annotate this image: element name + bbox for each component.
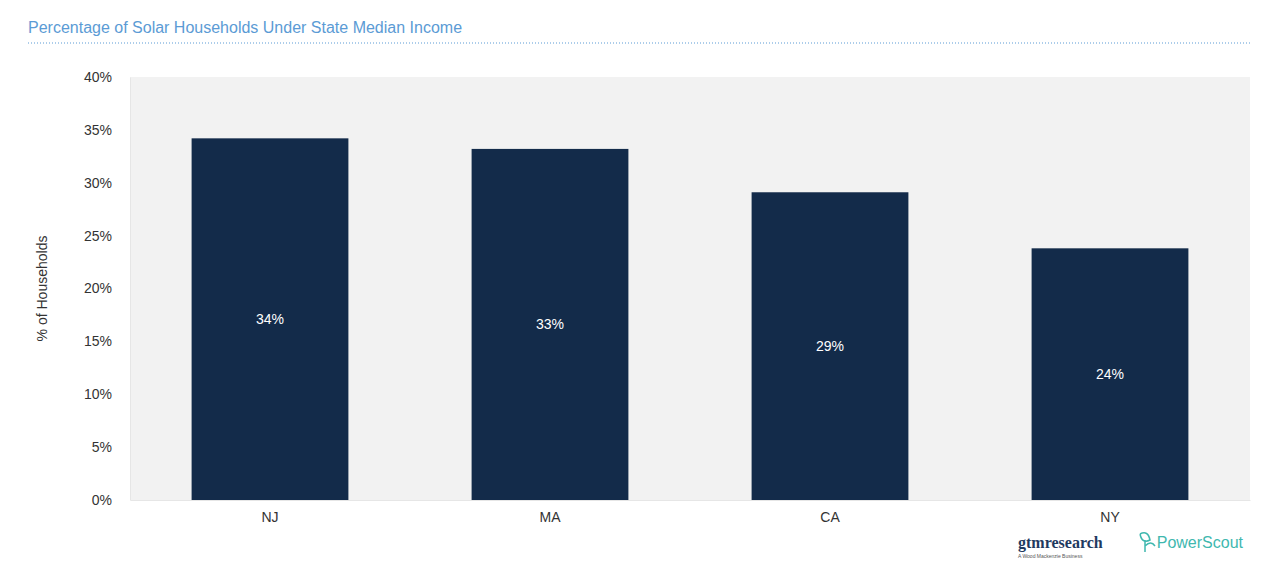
x-tick: NY <box>1100 500 1120 525</box>
x-tick: CA <box>820 500 840 525</box>
x-tick-label: MA <box>540 509 562 525</box>
data-label: 24% <box>1096 366 1124 382</box>
y-tick: 0% <box>92 492 130 508</box>
logo-text: gtmresearch <box>1018 534 1103 552</box>
data-label: 34% <box>256 311 284 327</box>
y-tick-label: 35% <box>84 122 112 138</box>
y-axis-line <box>130 78 131 501</box>
y-tick: 15% <box>84 333 130 349</box>
y-tick: 40% <box>84 69 130 85</box>
x-tick-label: CA <box>820 509 840 525</box>
data-label: 29% <box>816 338 844 354</box>
y-axis-title: % of Households <box>34 236 50 342</box>
y-tick: 35% <box>84 122 130 138</box>
y-tick: 30% <box>84 175 130 191</box>
y-axis: 0% 5% 10% 15% 20% 25% 30% 35% 40% <box>84 69 131 508</box>
data-labels: 34% 33% 29% 24% <box>256 311 1124 382</box>
x-tick: MA <box>540 500 562 525</box>
x-tick: NJ <box>261 500 278 525</box>
y-tick: 10% <box>84 386 130 402</box>
bar <box>472 149 629 500</box>
x-axis: NJ MA CA NY <box>131 500 1251 525</box>
plot-background <box>130 77 1250 500</box>
y-tick-label: 40% <box>84 69 112 85</box>
x-tick-label: NJ <box>261 509 278 525</box>
logo-text: A Wood Mackenzie Business <box>1018 553 1083 559</box>
x-axis-line <box>131 500 1251 501</box>
y-tick-label: 10% <box>84 386 112 402</box>
y-tick-label: 5% <box>92 439 112 455</box>
y-tick: 25% <box>84 228 130 244</box>
bars <box>192 138 1189 500</box>
title-rule <box>28 43 1252 44</box>
title: Percentage of Solar Households Under Sta… <box>28 19 462 36</box>
data-label: 33% <box>536 316 564 332</box>
bar <box>752 192 909 500</box>
bar <box>1032 248 1189 500</box>
chart: Percentage of Solar Households Under Sta… <box>0 0 1280 565</box>
y-tick-label: 30% <box>84 175 112 191</box>
logo-text: PowerScout <box>1157 534 1244 551</box>
bar <box>192 138 349 500</box>
logo-icon <box>1140 533 1155 552</box>
y-tick-label: 25% <box>84 228 112 244</box>
y-tick: 5% <box>92 439 130 455</box>
y-tick-label: 20% <box>84 280 112 296</box>
y-tick: 20% <box>84 280 130 296</box>
y-tick-label: 15% <box>84 333 112 349</box>
x-tick-label: NY <box>1100 509 1120 525</box>
y-tick-label: 0% <box>92 492 112 508</box>
